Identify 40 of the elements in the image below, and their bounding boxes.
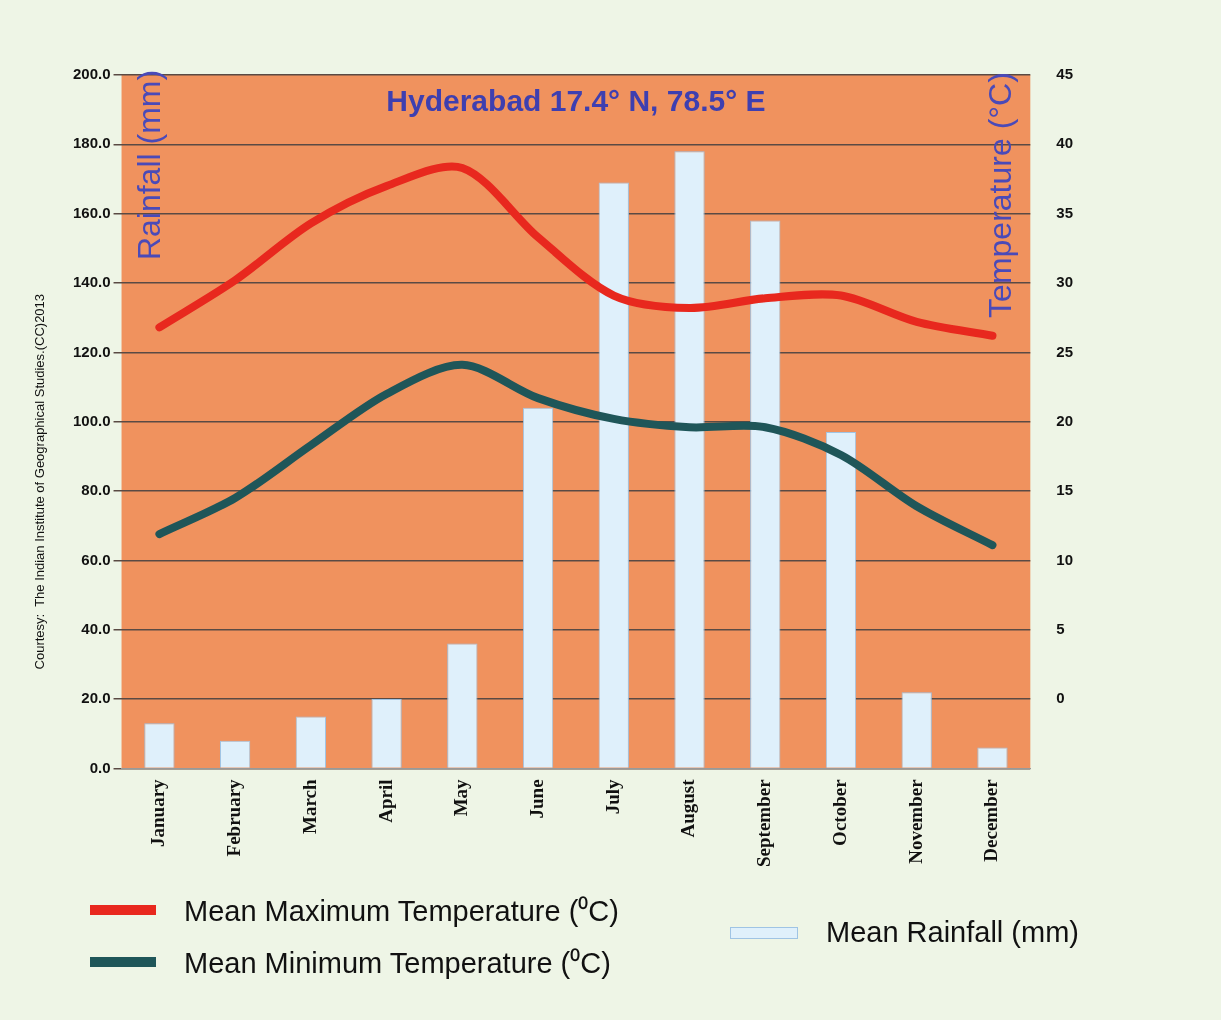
- text: Courtesy: The Indian Institute of Geographical Studies.(CC)2013: [31, 293, 47, 670]
- y2-tick-label: 35: [1056, 203, 1073, 221]
- legend-label: Mean Rainfall (mm): [826, 916, 1079, 949]
- legend-label: Mean Minimum Temperature (⁰C): [184, 946, 611, 981]
- x-tick-label: July: [601, 778, 623, 815]
- x-tick-label: September: [753, 778, 775, 868]
- y2-tick-label: 0: [1056, 689, 1065, 707]
- y2-tick-label: 40: [1056, 134, 1073, 152]
- x-tick-label: June: [525, 779, 547, 819]
- x-tick-label: November: [904, 778, 926, 864]
- legend-label: Mean Maximum Temperature (⁰C): [184, 894, 619, 929]
- y-tick-label: 100.0: [72, 411, 111, 429]
- chart-title: Hyderabad 17.4° N, 78.5° E: [386, 84, 766, 118]
- y-tick-label: 60.0: [81, 550, 111, 568]
- y-tick-label: 160.0: [72, 203, 111, 221]
- x-tick-label: August: [677, 778, 699, 838]
- y-tick-label: 200.0: [72, 65, 111, 83]
- y2-tick-label: 20: [1056, 411, 1073, 429]
- y-tick-label: 80.0: [81, 481, 111, 499]
- x-tick-label: April: [374, 779, 396, 823]
- y-tick-label: 140.0: [72, 273, 111, 291]
- y-tick-label: 180.0: [72, 134, 111, 152]
- y2-tick-label: 15: [1056, 481, 1073, 499]
- y-tick-label: 120.0: [72, 342, 111, 360]
- x-tick-label: October: [828, 778, 850, 846]
- y-axis-title: Rainfall (mm): [131, 69, 168, 261]
- y2-axis-title: Temperature (°C): [982, 72, 1019, 318]
- x-tick-label: May: [450, 778, 472, 817]
- y2-tick-label: 10: [1056, 550, 1073, 568]
- x-tick-label: February: [223, 778, 245, 857]
- y-tick-label: 0.0: [89, 758, 111, 776]
- y-tick-label: 40.0: [81, 619, 111, 637]
- y2-tick-label: 25: [1056, 342, 1073, 360]
- x-tick-label: December: [980, 778, 1002, 862]
- y-tick-label: 20.0: [81, 689, 111, 707]
- y2-tick-label: 30: [1056, 273, 1073, 291]
- x-tick-label: March: [298, 778, 320, 834]
- y2-tick-label: 45: [1056, 65, 1073, 83]
- x-tick-label: January: [147, 778, 169, 847]
- y2-tick-label: 5: [1056, 619, 1065, 637]
